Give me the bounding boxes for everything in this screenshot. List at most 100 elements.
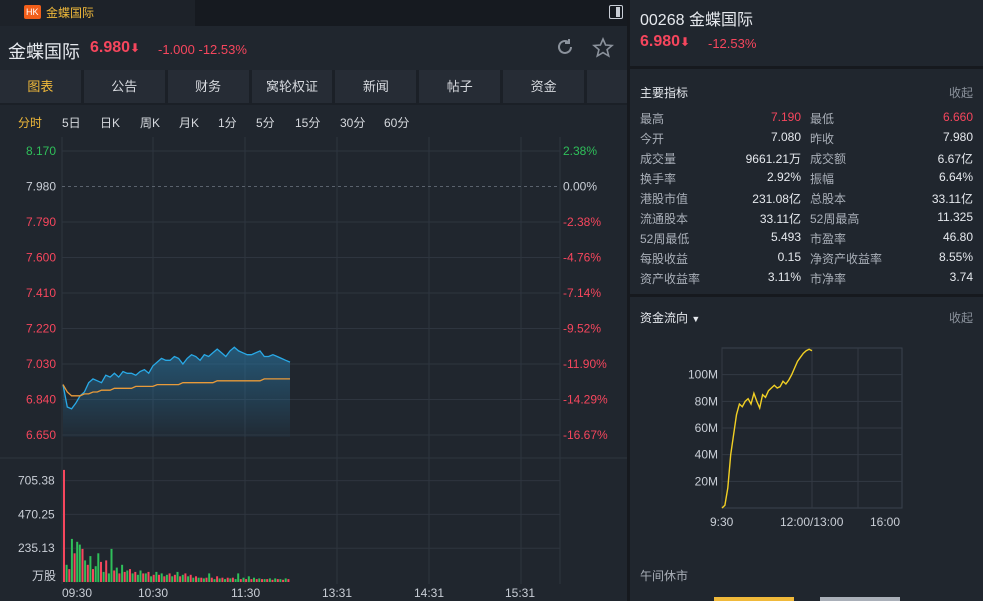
volume-bar	[250, 579, 253, 582]
volume-bar	[73, 553, 76, 583]
volume-bar	[181, 574, 184, 582]
volume-bar	[237, 573, 240, 582]
bottom-tab-active[interactable]	[714, 597, 794, 601]
tab-posts[interactable]: 帖子	[419, 70, 501, 103]
period-5m[interactable]: 5分	[256, 116, 275, 130]
metrics-title: 主要指标	[640, 86, 689, 100]
metric-row: 每股收益 0.15 净资产收益率 8.55%	[640, 250, 973, 270]
metric-value: 11.325	[937, 210, 973, 224]
section-divider	[630, 294, 983, 297]
metric-label: 今开	[640, 132, 665, 146]
intraday-chart-svg: 8.170 2.38% 7.980 0.00% 7.790 -2.38% 7.600 -4.7…	[0, 137, 627, 600]
metric-label: 每股收益	[640, 252, 689, 266]
refresh-icon[interactable]	[555, 37, 575, 57]
metric-label: 52周最低	[640, 232, 690, 246]
tab-warrants[interactable]: 窝轮权证	[251, 70, 333, 103]
period-weekly[interactable]: 周K	[140, 116, 161, 130]
volume-bar	[284, 578, 287, 582]
volume-bar	[184, 573, 187, 582]
window-tab[interactable]: HK 金蝶国际	[0, 0, 195, 26]
volume-bar	[144, 573, 147, 582]
period-selector: 分时 5日 日K 周K 月K 1分 5分 15分 30分 60分	[0, 108, 627, 136]
volume-bar	[282, 579, 285, 582]
metric-value: 6.64%	[938, 170, 973, 184]
volume-bar	[121, 564, 124, 583]
period-daily[interactable]: 日K	[100, 116, 121, 130]
metric-value: 33.11亿	[759, 212, 801, 226]
metric-row: 流通股本 33.11亿 52周最高 11.325	[640, 210, 973, 230]
volume-bar	[84, 560, 87, 582]
period-monthly[interactable]: 月K	[179, 116, 200, 130]
volume-bar	[81, 548, 84, 582]
star-icon[interactable]	[592, 37, 614, 59]
metric-label: 昨收	[810, 132, 835, 146]
volume-bar	[200, 577, 203, 582]
volume-bar	[247, 576, 250, 583]
metric-value: 7.980	[942, 130, 973, 144]
window-tab-title: 金蝶国际	[46, 6, 95, 20]
period-15m[interactable]: 15分	[295, 116, 321, 130]
volume-bar	[266, 579, 269, 582]
volume-bar	[279, 579, 282, 582]
period-1m[interactable]: 1分	[218, 116, 237, 130]
tab-news[interactable]: 新闻	[335, 70, 417, 103]
tab-chart[interactable]: 图表	[0, 70, 81, 103]
tab-capital[interactable]: 资金	[503, 70, 585, 103]
metrics-collapse-button[interactable]: 收起	[948, 86, 973, 100]
time-tick-label: 14:31	[414, 586, 444, 600]
price-tick-label: 7.220	[26, 322, 56, 336]
period-intraday[interactable]: 分时	[18, 116, 43, 130]
period-60m[interactable]: 60分	[384, 116, 410, 130]
volume-bar	[189, 574, 192, 582]
volume-bar	[150, 576, 153, 583]
volume-bar	[231, 577, 234, 582]
flow-title[interactable]: 资金流向 ▼	[640, 311, 701, 325]
volume-bar	[160, 573, 163, 582]
info-change-pct: -12.53%	[708, 36, 757, 51]
time-tick-label: 11:30	[231, 586, 260, 600]
tab-more[interactable]	[587, 70, 627, 103]
panel-toggle-icon[interactable]	[609, 5, 623, 19]
volume-bar	[287, 579, 290, 582]
volume-bar	[213, 579, 216, 582]
pct-tick-label: 0.00%	[563, 180, 597, 194]
volume-bar	[134, 571, 137, 582]
metrics-table: 最高 7.190 最低 6.660 今开 7.080 昨收 7.980 成交量 9661.21万成…	[640, 110, 973, 290]
intraday-chart[interactable]: 8.170 2.38% 7.980 0.00% 7.790 -2.38% 7.600 -4.7…	[0, 137, 627, 601]
volume-bar	[94, 566, 97, 582]
metric-value: 0.15	[777, 250, 801, 264]
volume-bar	[86, 564, 89, 583]
volume-bar	[202, 578, 205, 582]
metric-label: 总股本	[810, 192, 847, 206]
volume-bar	[123, 571, 126, 582]
flow-collapse-button[interactable]: 收起	[948, 311, 973, 325]
volume-bar	[171, 576, 174, 583]
volume-bar	[126, 570, 129, 582]
tab-financials[interactable]: 财务	[167, 70, 249, 103]
pct-tick-label: -4.76%	[563, 251, 601, 265]
tab-announcements[interactable]: 公告	[83, 70, 165, 103]
metric-label: 净资产收益率	[810, 252, 883, 266]
price-tick-label: 8.170	[26, 144, 56, 158]
dropdown-caret-icon[interactable]: ▼	[691, 314, 701, 324]
metric-row: 52周最低 5.493 市盈率 46.80	[640, 230, 973, 250]
period-30m[interactable]: 30分	[340, 116, 366, 130]
volume-bar	[253, 577, 255, 582]
volume-bar	[234, 579, 237, 582]
flow-tick-label: 80M	[695, 394, 718, 408]
metric-label: 成交额	[810, 152, 847, 166]
time-tick-label: 13:31	[322, 586, 352, 600]
pct-tick-label: -7.14%	[563, 286, 601, 300]
volume-bar	[229, 578, 232, 582]
volume-bar	[239, 579, 242, 582]
bottom-tab[interactable]	[820, 597, 900, 601]
price-tick-label: 7.030	[26, 357, 56, 371]
stock-name: 金蝶国际	[8, 42, 80, 62]
period-5d[interactable]: 5日	[62, 116, 81, 130]
metric-row: 资产收益率 3.11% 市净率 3.74	[640, 270, 973, 290]
price-tick-label: 6.650	[26, 428, 56, 442]
metric-label: 52周最高	[810, 212, 860, 226]
pct-tick-label: -16.67%	[563, 428, 608, 442]
volume-bar	[155, 571, 158, 582]
volume-bar	[195, 576, 197, 583]
